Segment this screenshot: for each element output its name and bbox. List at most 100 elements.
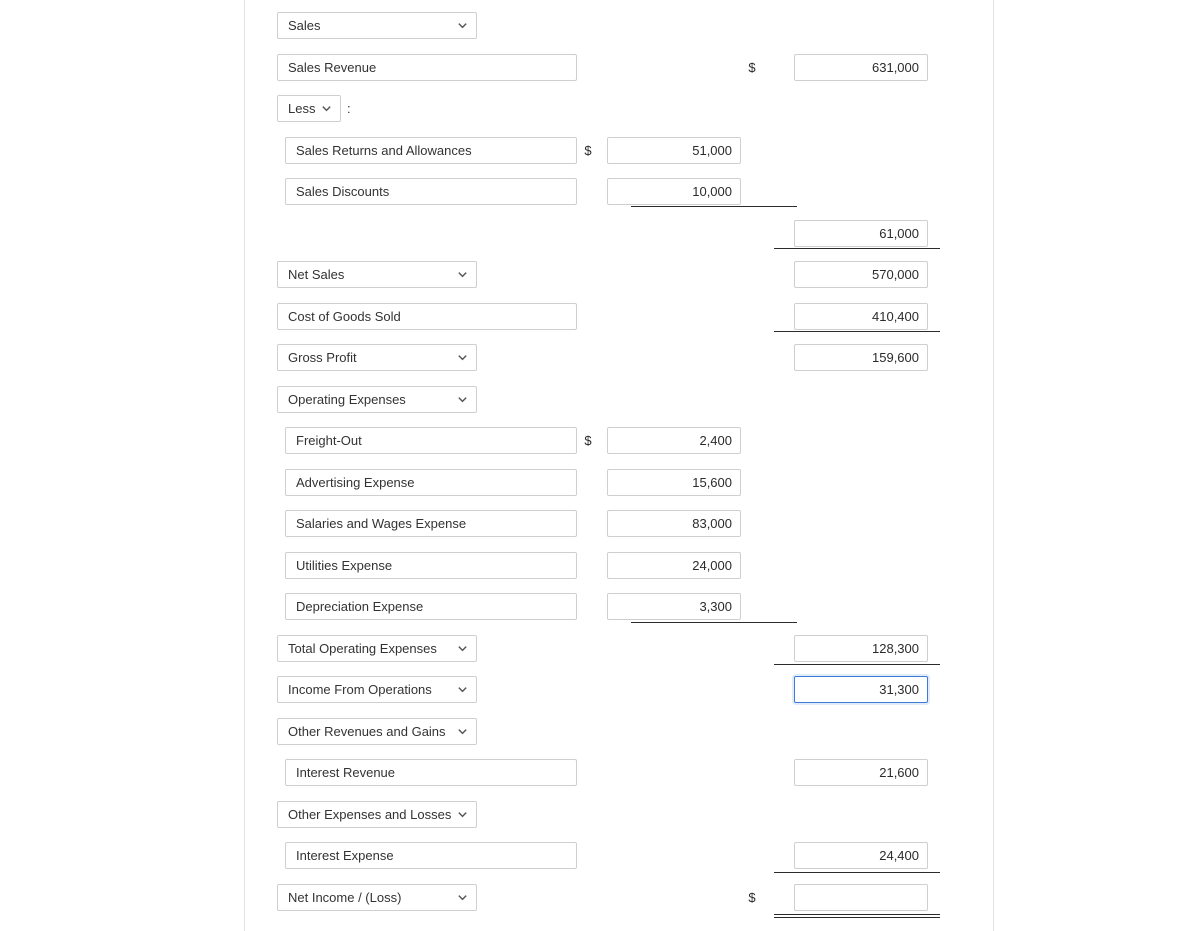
subtotal-rule	[631, 206, 797, 207]
sales-revenue-input[interactable]	[794, 54, 928, 81]
row-sales: Sales	[245, 5, 993, 47]
row-less: Less :	[245, 88, 993, 130]
interest-expense-input[interactable]	[794, 842, 928, 869]
total-opex-label: Total Operating Expenses	[288, 641, 437, 656]
row-salaries: Salaries and Wages Expense	[245, 503, 993, 545]
income-statement-panel: Sales Sales Revenue $ Less	[244, 0, 994, 931]
sales-revenue-label-field[interactable]: Sales Revenue	[277, 54, 577, 81]
salaries-label-field[interactable]: Salaries and Wages Expense	[285, 510, 577, 537]
sales-discounts-label-field[interactable]: Sales Discounts	[285, 178, 577, 205]
less-select-label: Less	[288, 101, 315, 116]
chevron-down-icon	[457, 809, 468, 820]
utilities-label-field[interactable]: Utilities Expense	[285, 552, 577, 579]
freight-out-label: Freight-Out	[296, 433, 362, 448]
chevron-down-icon	[457, 20, 468, 31]
row-interest-expense: Interest Expense	[245, 835, 993, 877]
net-sales-select[interactable]: Net Sales	[277, 261, 477, 288]
row-opex-heading: Operating Expenses	[245, 379, 993, 421]
salaries-input[interactable]	[607, 510, 741, 537]
sales-select[interactable]: Sales	[277, 12, 477, 39]
utilities-input[interactable]	[607, 552, 741, 579]
chevron-down-icon	[457, 352, 468, 363]
row-net-income: Net Income / (Loss) $	[245, 877, 993, 919]
row-sales-revenue: Sales Revenue $	[245, 47, 993, 89]
chevron-down-icon	[457, 643, 468, 654]
sales-returns-label: Sales Returns and Allowances	[296, 143, 472, 158]
income-from-ops-input[interactable]	[794, 676, 928, 703]
row-income-from-ops: Income From Operations	[245, 669, 993, 711]
row-total-opex: Total Operating Expenses	[245, 628, 993, 670]
chevron-down-icon	[457, 892, 468, 903]
sales-returns-input[interactable]	[607, 137, 741, 164]
total-opex-input[interactable]	[794, 635, 928, 662]
interest-expense-label-field[interactable]: Interest Expense	[285, 842, 577, 869]
advertising-label: Advertising Expense	[296, 475, 415, 490]
cogs-label: Cost of Goods Sold	[288, 309, 401, 324]
opex-select[interactable]: Operating Expenses	[277, 386, 477, 413]
chevron-down-icon	[321, 103, 332, 114]
interest-revenue-label-field[interactable]: Interest Revenue	[285, 759, 577, 786]
row-sales-discounts: Sales Discounts	[245, 171, 993, 213]
chevron-down-icon	[457, 684, 468, 695]
page: Sales Sales Revenue $ Less	[0, 0, 1200, 931]
net-income-label: Net Income / (Loss)	[288, 890, 401, 905]
other-rev-gains-label: Other Revenues and Gains	[288, 724, 446, 739]
row-other-rev-gains: Other Revenues and Gains	[245, 711, 993, 753]
row-sales-returns: Sales Returns and Allowances $	[245, 130, 993, 172]
gross-profit-select[interactable]: Gross Profit	[277, 344, 477, 371]
interest-revenue-label: Interest Revenue	[296, 765, 395, 780]
cogs-input[interactable]	[794, 303, 928, 330]
income-from-ops-label: Income From Operations	[288, 682, 432, 697]
deductions-total-input[interactable]	[794, 220, 928, 247]
other-rev-gains-select[interactable]: Other Revenues and Gains	[277, 718, 477, 745]
depreciation-label-field[interactable]: Depreciation Expense	[285, 593, 577, 620]
total-opex-select[interactable]: Total Operating Expenses	[277, 635, 477, 662]
sales-discounts-input[interactable]	[607, 178, 741, 205]
subtotal-rule	[774, 331, 940, 332]
opex-label: Operating Expenses	[288, 392, 406, 407]
less-colon: :	[347, 101, 351, 116]
row-freight-out: Freight-Out $	[245, 420, 993, 462]
row-depreciation: Depreciation Expense	[245, 586, 993, 628]
subtotal-rule	[631, 622, 797, 623]
dollar-sign: $	[741, 890, 763, 905]
subtotal-rule	[774, 872, 940, 873]
net-sales-input[interactable]	[794, 261, 928, 288]
depreciation-label: Depreciation Expense	[296, 599, 423, 614]
advertising-input[interactable]	[607, 469, 741, 496]
less-select[interactable]: Less	[277, 95, 341, 122]
interest-revenue-input[interactable]	[794, 759, 928, 786]
dollar-sign: $	[741, 60, 763, 75]
depreciation-input[interactable]	[607, 593, 741, 620]
sales-revenue-label: Sales Revenue	[288, 60, 376, 75]
salaries-label: Salaries and Wages Expense	[296, 516, 466, 531]
freight-out-input[interactable]	[607, 427, 741, 454]
row-gross-profit: Gross Profit	[245, 337, 993, 379]
row-advertising: Advertising Expense	[245, 462, 993, 504]
cogs-label-field[interactable]: Cost of Goods Sold	[277, 303, 577, 330]
net-income-select[interactable]: Net Income / (Loss)	[277, 884, 477, 911]
chevron-down-icon	[457, 269, 468, 280]
net-income-input[interactable]	[794, 884, 928, 911]
gross-profit-input[interactable]	[794, 344, 928, 371]
sales-returns-label-field[interactable]: Sales Returns and Allowances	[285, 137, 577, 164]
chevron-down-icon	[457, 726, 468, 737]
total-rule	[774, 914, 940, 915]
freight-out-label-field[interactable]: Freight-Out	[285, 427, 577, 454]
gross-profit-label: Gross Profit	[288, 350, 357, 365]
row-utilities: Utilities Expense	[245, 545, 993, 587]
other-exp-losses-select[interactable]: Other Expenses and Losses	[277, 801, 477, 828]
sales-select-label: Sales	[288, 18, 321, 33]
row-net-sales: Net Sales	[245, 254, 993, 296]
total-rule	[774, 917, 940, 918]
subtotal-rule	[774, 664, 940, 665]
utilities-label: Utilities Expense	[296, 558, 392, 573]
sales-discounts-label: Sales Discounts	[296, 184, 389, 199]
advertising-label-field[interactable]: Advertising Expense	[285, 469, 577, 496]
income-from-ops-select[interactable]: Income From Operations	[277, 676, 477, 703]
dollar-sign: $	[577, 143, 599, 158]
subtotal-rule	[774, 248, 940, 249]
net-sales-label: Net Sales	[288, 267, 344, 282]
chevron-down-icon	[457, 394, 468, 405]
row-other-exp-losses: Other Expenses and Losses	[245, 794, 993, 836]
